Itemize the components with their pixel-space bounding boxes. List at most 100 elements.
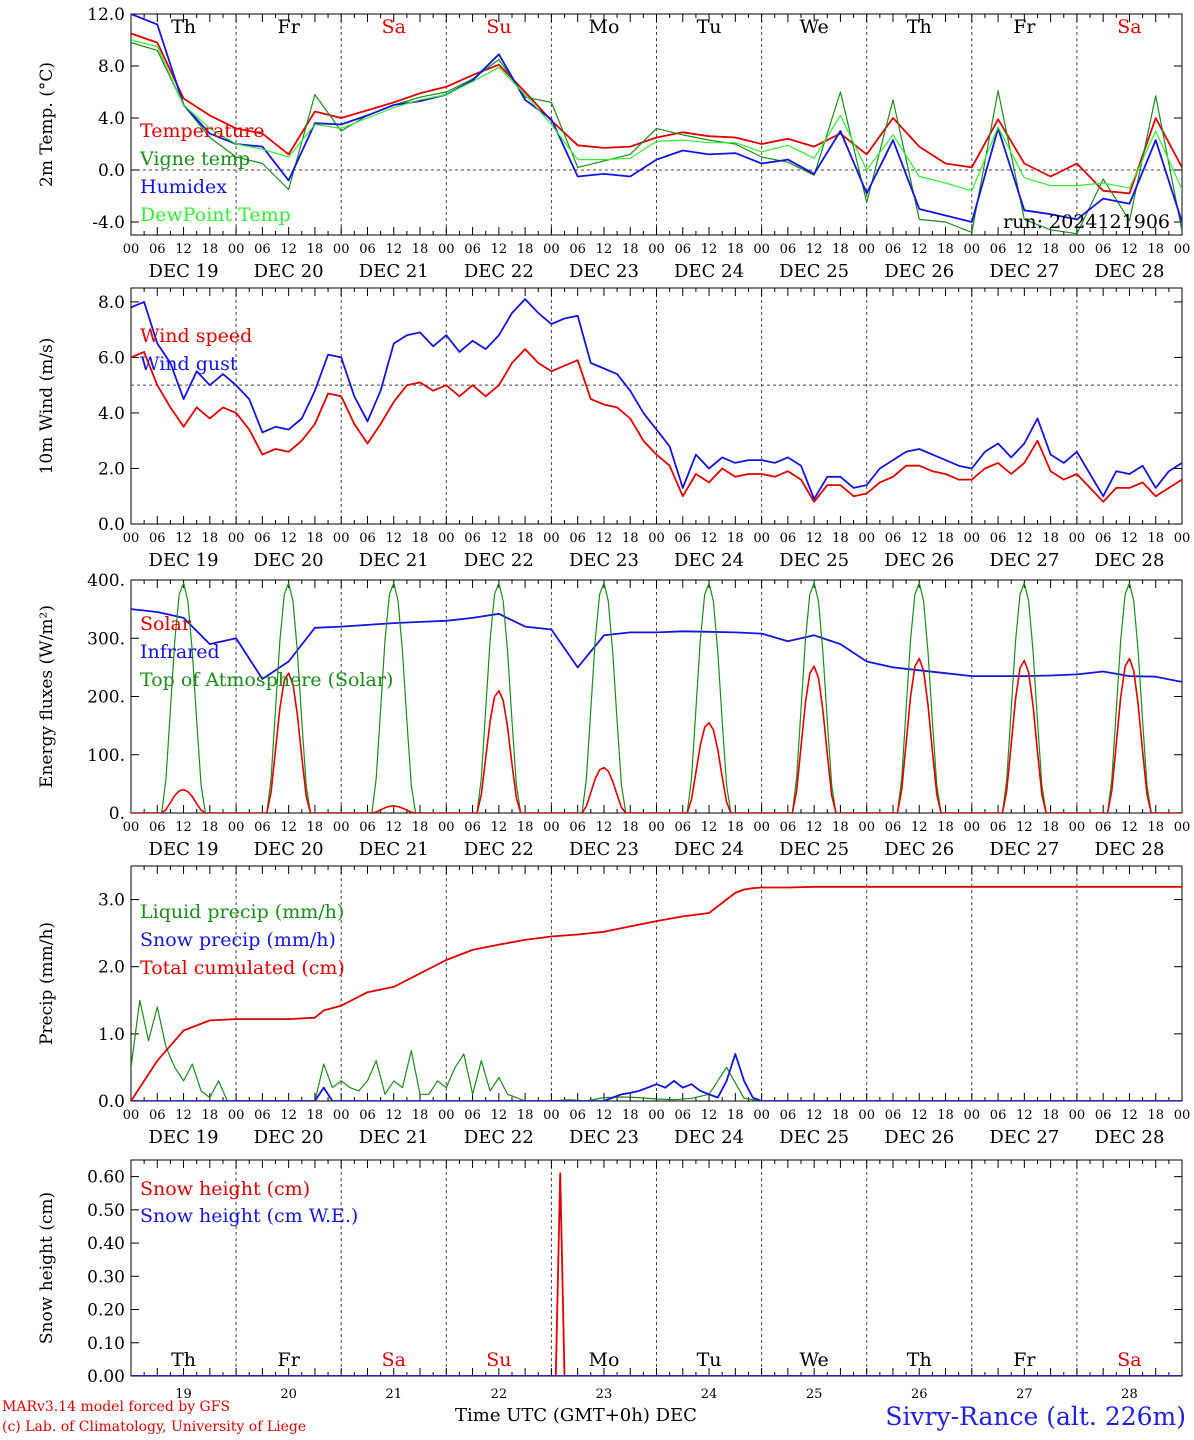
panel-3: 400. 300. 200. 100. 0. Energy fluxes (W/m²) So…	[37, 571, 1190, 860]
hour-label: 00	[228, 242, 245, 257]
weekday-label: Fr	[278, 16, 301, 38]
hour-label: 00	[648, 531, 665, 546]
legend-entry: Liquid precip (mm/h)	[140, 901, 344, 923]
hour-label: 06	[464, 531, 481, 546]
weekday-label: Mo	[588, 1349, 619, 1371]
date-label: DEC 25	[779, 839, 849, 860]
y-tick-label: 4.0	[98, 109, 125, 129]
hour-label: 00	[123, 820, 140, 835]
hour-label: 12	[1016, 531, 1033, 546]
hour-label: 00	[648, 1108, 665, 1123]
hour-label: 00	[123, 531, 140, 546]
y-tick-label: 300.	[87, 629, 125, 649]
hour-label: 12	[1121, 1108, 1138, 1123]
y-tick-label: 0.00	[87, 1367, 125, 1387]
hour-label: 06	[359, 820, 376, 835]
y-tick-label: 0.30	[87, 1267, 125, 1287]
hour-label: 12	[1016, 820, 1033, 835]
date-label: DEC 21	[359, 1127, 429, 1148]
credit-line-1: MARv3.14 model forced by GFS	[2, 1399, 231, 1415]
legend-entry: Infrared	[140, 641, 220, 663]
date-label: DEC 23	[569, 1127, 639, 1148]
hour-label: 00	[648, 820, 665, 835]
day-number-label: 25	[806, 1387, 823, 1402]
hour-label: 06	[780, 242, 797, 257]
date-label: DEC 27	[989, 1127, 1059, 1148]
weekday-label: Tu	[697, 1349, 722, 1371]
hour-label: 00	[438, 242, 455, 257]
weekday-label: Su	[486, 1349, 511, 1371]
legend-entry: Snow height (cm W.E.)	[140, 1205, 358, 1227]
date-label: DEC 28	[1094, 261, 1164, 282]
hour-label: 06	[464, 242, 481, 257]
hour-label: 00	[858, 531, 875, 546]
hour-label: 06	[254, 531, 271, 546]
date-label: DEC 19	[149, 261, 219, 282]
hour-label: 06	[885, 242, 902, 257]
hour-label: 00	[1174, 820, 1191, 835]
hour-label: 06	[1095, 242, 1112, 257]
hour-label: 00	[543, 531, 560, 546]
hour-label: 06	[780, 531, 797, 546]
hour-label: 00	[964, 242, 981, 257]
hour-label: 00	[228, 820, 245, 835]
hour-label: 18	[622, 820, 639, 835]
date-label: DEC 26	[884, 261, 954, 282]
hour-label: 00	[333, 1108, 350, 1123]
hour-label: 12	[175, 820, 192, 835]
hour-label: 00	[228, 1108, 245, 1123]
date-label: DEC 21	[359, 550, 429, 571]
date-label: DEC 19	[149, 839, 219, 860]
run-label: run: 2024121906	[1003, 211, 1170, 233]
date-label: DEC 22	[464, 1127, 534, 1148]
y-axis-label: 10m Wind (m/s)	[37, 338, 57, 475]
day-number-label: 27	[1016, 1387, 1033, 1402]
hour-label: 18	[1147, 1108, 1164, 1123]
hour-label: 00	[753, 820, 770, 835]
series-wind-gust	[131, 298, 1182, 500]
hour-label: 12	[1121, 531, 1138, 546]
date-label: DEC 22	[464, 839, 534, 860]
y-tick-label: 2.0	[98, 459, 125, 479]
hour-label: 12	[596, 820, 613, 835]
hour-label: 06	[780, 820, 797, 835]
series-snow-precip-mm-h-	[131, 1053, 1182, 1101]
hour-label: 00	[333, 242, 350, 257]
hour-label: 00	[543, 242, 560, 257]
y-tick-label: 0.60	[87, 1168, 125, 1188]
weekday-label: We	[800, 1349, 829, 1371]
date-label: DEC 20	[254, 550, 324, 571]
hour-label: 12	[280, 242, 297, 257]
hour-label: 00	[543, 1108, 560, 1123]
hour-label: 00	[1174, 242, 1191, 257]
hour-label: 12	[911, 242, 928, 257]
hour-label: 00	[964, 531, 981, 546]
date-label: DEC 27	[989, 839, 1059, 860]
hour-label: 18	[1042, 242, 1059, 257]
hour-label: 18	[937, 820, 954, 835]
hour-label: 18	[727, 531, 744, 546]
hour-label: 18	[517, 242, 534, 257]
date-label: DEC 21	[359, 839, 429, 860]
hour-label: 06	[569, 531, 586, 546]
date-label: DEC 26	[884, 839, 954, 860]
hour-label: 00	[438, 531, 455, 546]
hour-label: 06	[885, 1108, 902, 1123]
hour-label: 18	[937, 1108, 954, 1123]
panel-4: 3.0 2.0 1.0 0.0 Precip (mm/h) Liquid precip (…	[37, 865, 1190, 1148]
hour-label: 18	[1147, 531, 1164, 546]
y-tick-label: 2.0	[98, 958, 125, 978]
hour-label: 06	[885, 531, 902, 546]
y-tick-label: 3.0	[98, 891, 125, 911]
hour-label: 18	[202, 820, 219, 835]
hour-label: 00	[858, 820, 875, 835]
series-infrared	[131, 608, 1182, 683]
hour-label: 12	[911, 531, 928, 546]
panel-5: 0.60 0.50 0.40 0.30 0.20 0.10 0.00 Snow height …	[37, 1159, 1183, 1402]
legend-entry: Snow precip (mm/h)	[140, 929, 336, 951]
hour-label: 12	[596, 531, 613, 546]
hour-label: 06	[675, 531, 692, 546]
date-label: DEC 28	[1094, 550, 1164, 571]
legend-entry: Wind gust	[140, 353, 238, 375]
y-axis-label: Snow height (cm)	[37, 1192, 57, 1344]
